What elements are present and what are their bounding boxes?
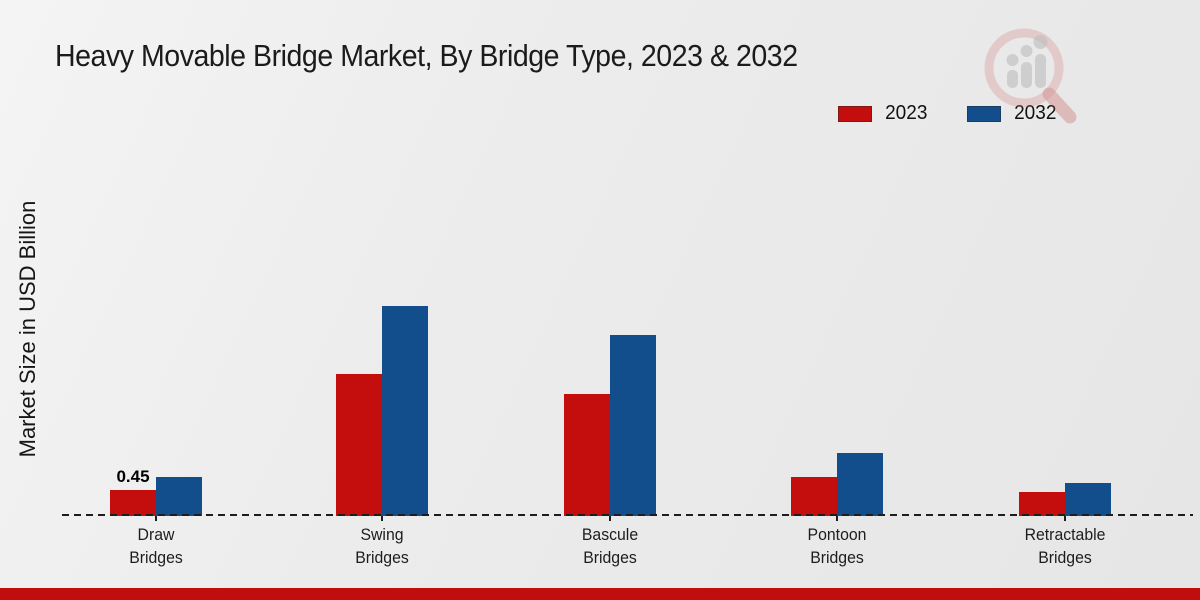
bar-2032-swing-bridges bbox=[382, 306, 428, 516]
bar-2032-pontoon-bridges bbox=[837, 453, 883, 516]
magnifier-bar-chart-logo-icon bbox=[984, 28, 1077, 124]
bottom-accent-bar bbox=[0, 588, 1200, 600]
legend-label-2023: 2023 bbox=[885, 102, 928, 124]
legend-label-2032: 2032 bbox=[1013, 102, 1056, 124]
bar-2023-draw-bridges bbox=[110, 490, 156, 516]
legend-swatch-2023 bbox=[838, 105, 872, 122]
bar-2023-bascule-bridges bbox=[564, 394, 610, 516]
x-axis-tick-retractable-bridges bbox=[1064, 516, 1066, 521]
category-label-draw-bridges: Draw Bridges bbox=[129, 525, 183, 567]
legend: 2023 2032 bbox=[838, 102, 1057, 125]
x-axis-tick-bascule-bridges bbox=[609, 516, 611, 521]
legend-item-2032: 2032 bbox=[966, 102, 1058, 125]
bar-2032-retractable-bridges bbox=[1065, 483, 1111, 516]
chart-title: Heavy Movable Bridge Market, By Bridge T… bbox=[55, 38, 798, 73]
x-axis-baseline bbox=[62, 514, 1193, 516]
category-label-bascule-bridges: Bascule Bridges bbox=[581, 525, 639, 567]
legend-item-2023: 2023 bbox=[838, 102, 929, 125]
x-axis-tick-swing-bridges bbox=[381, 516, 383, 521]
bar-2032-draw-bridges bbox=[156, 477, 202, 516]
bar-2023-swing-bridges bbox=[336, 374, 382, 516]
bar-2032-bascule-bridges bbox=[610, 335, 656, 516]
x-axis-tick-draw-bridges bbox=[155, 516, 157, 521]
bar-2023-retractable-bridges bbox=[1019, 492, 1065, 516]
category-label-retractable-bridges: Retractable Bridges bbox=[1024, 525, 1106, 567]
bar-value-label: 0.45 bbox=[116, 467, 150, 486]
legend-swatch-2032 bbox=[966, 105, 1001, 122]
category-label-pontoon-bridges: Pontoon Bridges bbox=[807, 525, 867, 567]
x-axis-tick-pontoon-bridges bbox=[836, 516, 838, 521]
bar-2023-pontoon-bridges bbox=[791, 477, 837, 516]
category-label-swing-bridges: Swing Bridges bbox=[355, 525, 409, 567]
